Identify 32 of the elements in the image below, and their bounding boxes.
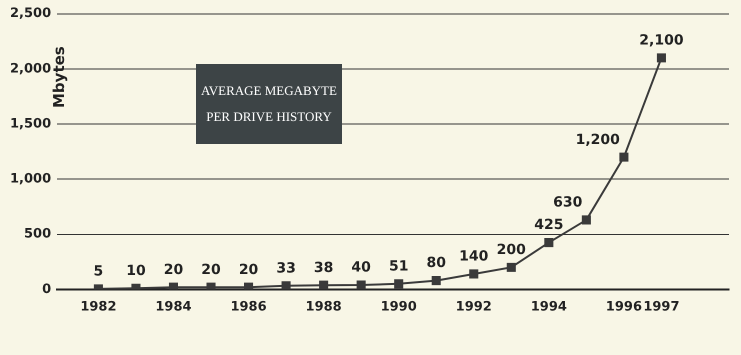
x-tick-label: 1996 bbox=[606, 300, 642, 315]
data-label: 140 bbox=[459, 248, 489, 265]
data-label: 425 bbox=[534, 217, 564, 234]
x-tick-label: 1984 bbox=[155, 300, 192, 315]
y-tick-label: 1,500 bbox=[10, 116, 52, 132]
data-label: 20 bbox=[201, 262, 222, 278]
data-label: 38 bbox=[314, 260, 334, 276]
data-label: 630 bbox=[553, 194, 583, 211]
data-label: 20 bbox=[238, 262, 259, 278]
x-tick-label: 1992 bbox=[456, 300, 492, 315]
y-tick-label: 0 bbox=[42, 282, 52, 297]
data-label: 2,100 bbox=[639, 32, 684, 49]
data-label: 40 bbox=[351, 260, 372, 276]
x-tick-label: 1997 bbox=[643, 300, 680, 315]
data-label: 1,200 bbox=[576, 132, 620, 148]
x-tick-label: 1994 bbox=[530, 300, 567, 315]
x-tick-label: 1986 bbox=[230, 300, 267, 315]
y-axis-title: Mbytes bbox=[50, 46, 68, 108]
data-label: 80 bbox=[426, 255, 446, 272]
x-tick-label: 1982 bbox=[80, 300, 117, 315]
data-label: 33 bbox=[276, 260, 296, 276]
data-label: 10 bbox=[126, 262, 146, 279]
data-label: 51 bbox=[388, 258, 408, 274]
y-tick-label: 2,500 bbox=[10, 6, 52, 22]
x-tick-label: 1988 bbox=[306, 300, 342, 315]
y-tick-label: 1,000 bbox=[10, 172, 52, 187]
y-tick-label: 500 bbox=[24, 226, 52, 242]
data-label: 5 bbox=[94, 263, 104, 280]
data-label: 20 bbox=[164, 262, 184, 278]
data-label: 200 bbox=[496, 242, 526, 258]
x-tick-label: 1990 bbox=[380, 300, 417, 315]
y-tick-label: 2,000 bbox=[10, 61, 52, 76]
